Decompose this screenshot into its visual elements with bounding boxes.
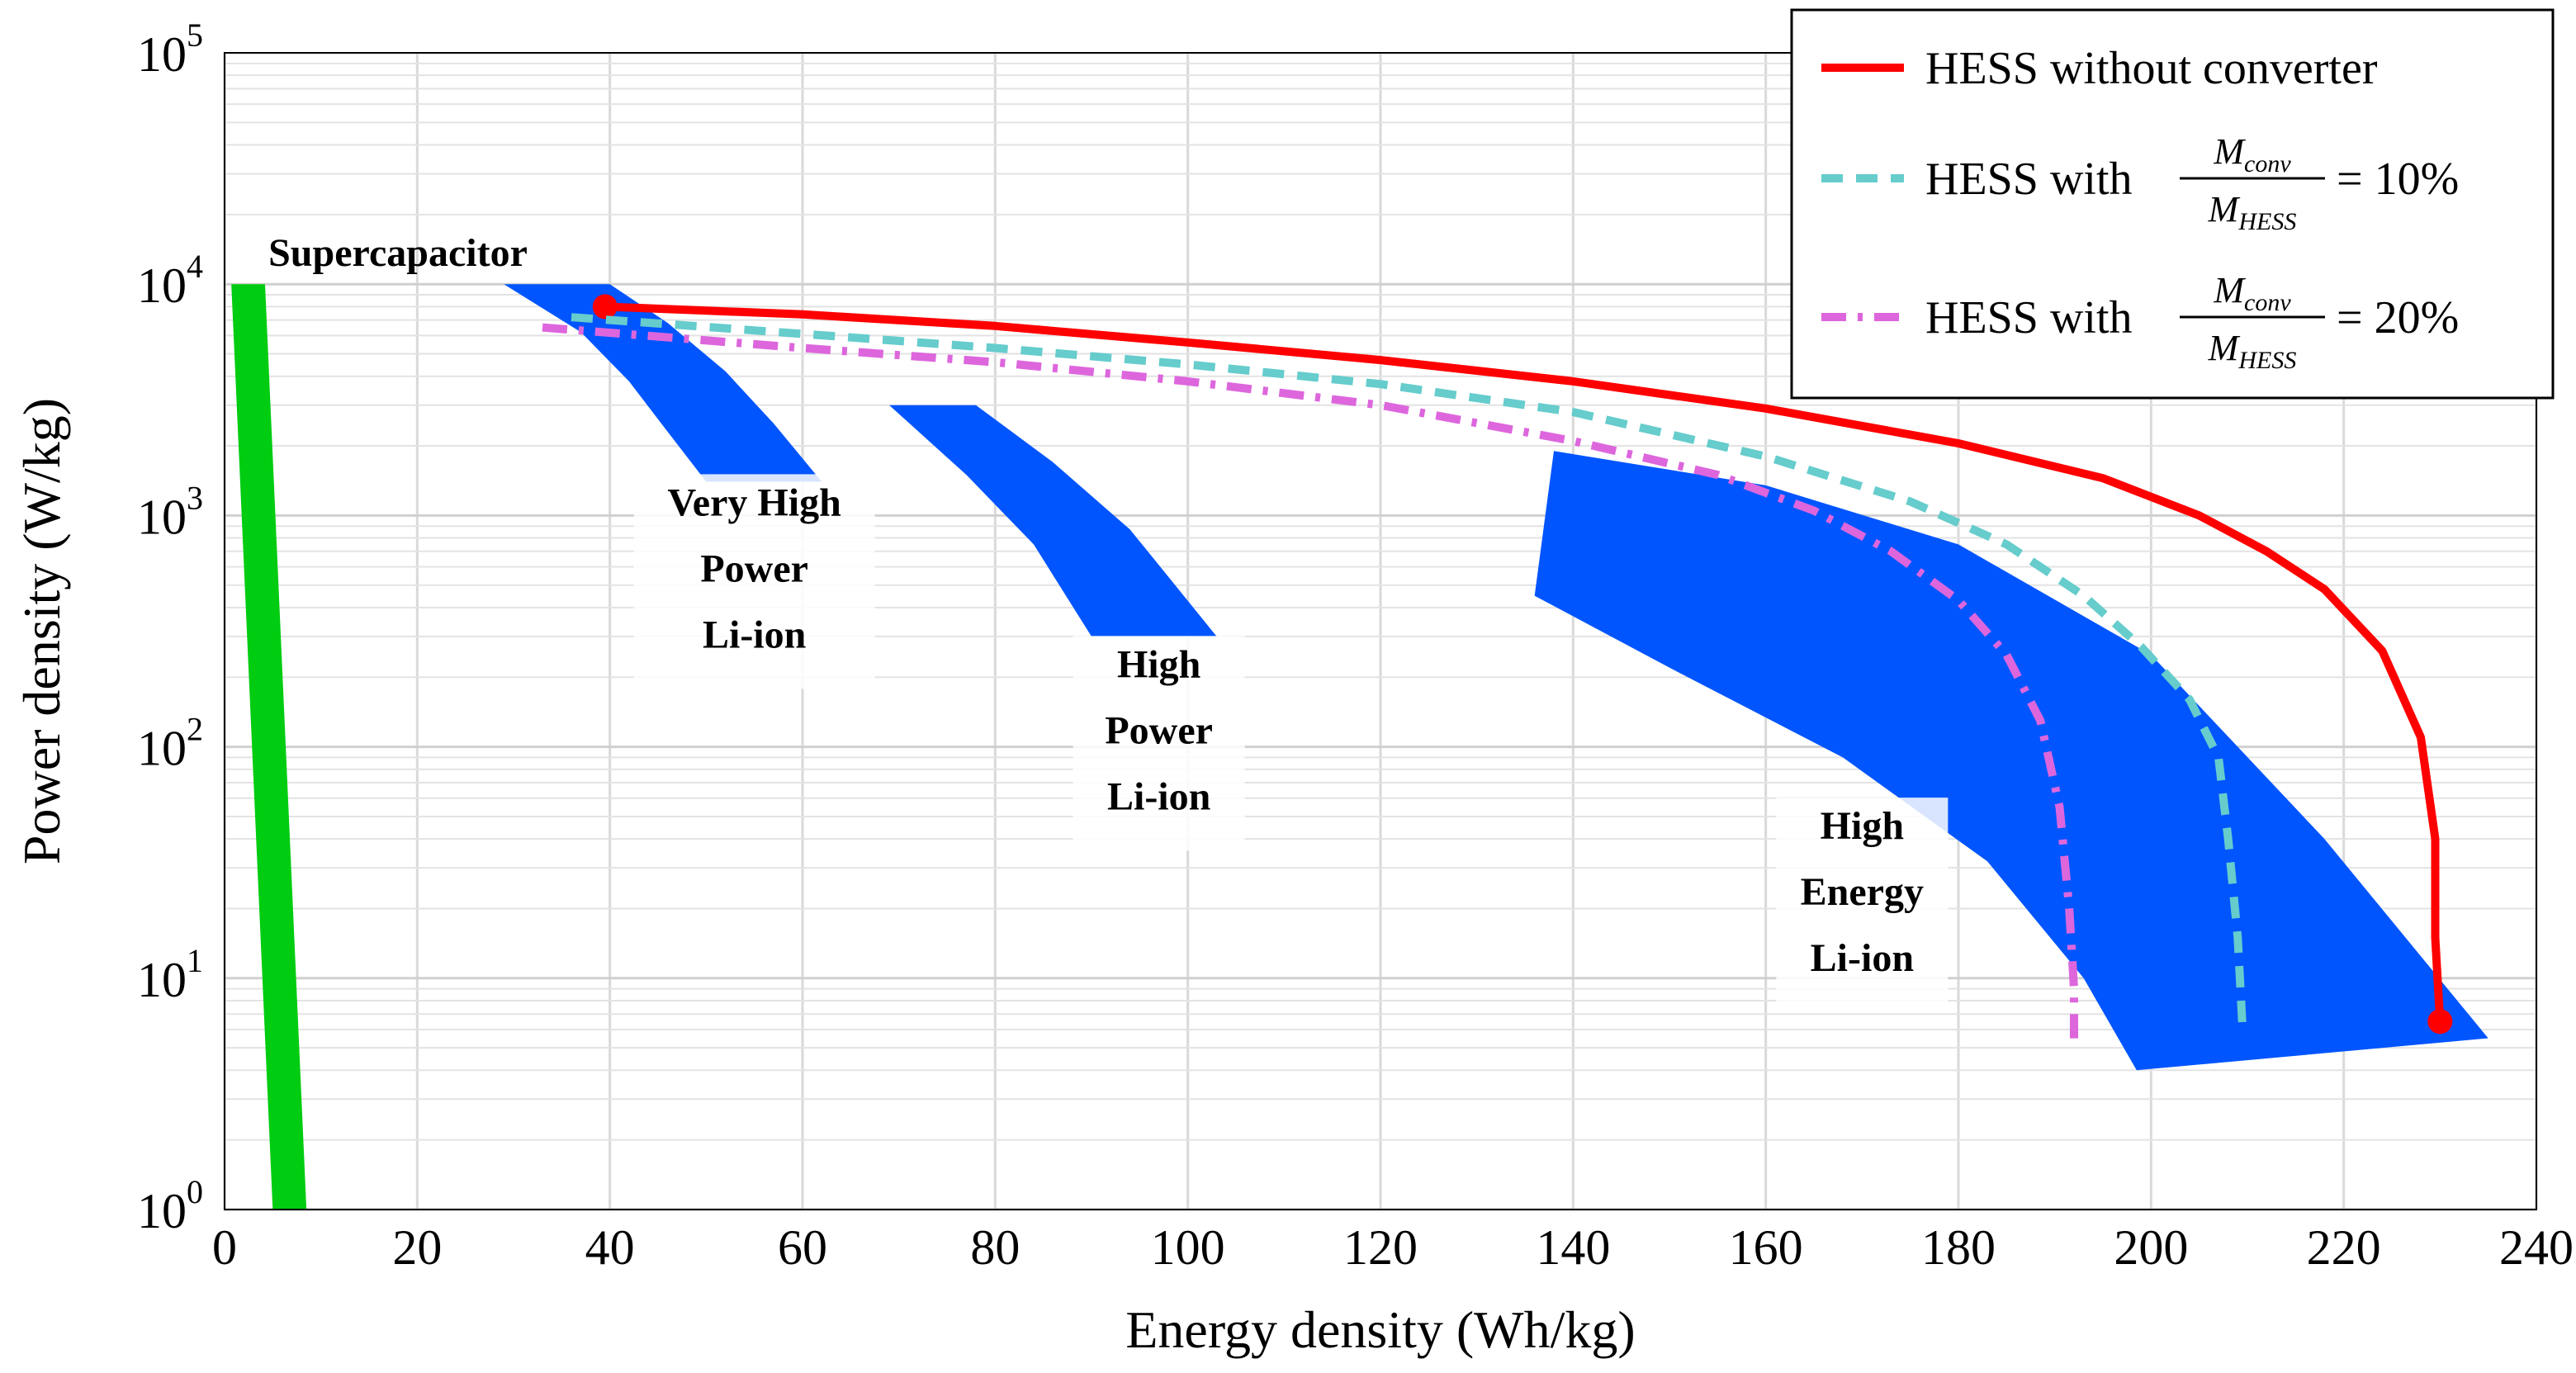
regions — [231, 284, 2488, 1210]
y-tick-label: 103 — [137, 479, 203, 544]
legend-label: HESS with — [1925, 292, 2133, 343]
axes: 0 20 40 60 80 100 120 140 160 180 200 220 240 100 101 1… — [12, 17, 2574, 1359]
annotation-label: Li-ion — [1811, 936, 1914, 980]
annotation-label: Li-ion — [703, 613, 806, 656]
x-tick-label: 220 — [2307, 1220, 2381, 1275]
y-tick-label: 102 — [137, 711, 203, 776]
plot-frame — [224, 52, 2537, 1210]
series-endpoint-marker — [592, 294, 618, 320]
y-tick-label: 101 — [137, 942, 203, 1007]
annotation-label: Li-ion — [1107, 774, 1210, 818]
legend-label: HESS with — [1925, 154, 2133, 205]
x-tick-label: 80 — [970, 1220, 1020, 1275]
annotation-label: High — [1821, 804, 1904, 848]
series-line-1 — [604, 302, 2445, 1022]
x-tick-label: 40 — [585, 1220, 635, 1275]
x-tick-label: 0 — [212, 1220, 237, 1275]
annotation-label: Power — [700, 547, 808, 590]
x-tick-label: 240 — [2499, 1220, 2574, 1275]
x-tick-label: 140 — [1536, 1220, 1610, 1275]
y-axis-title: Power density (W/kg) — [12, 398, 71, 864]
annotation-background — [1776, 798, 1949, 1013]
annotation-label: Energy — [1801, 870, 1924, 914]
legend-box — [1790, 8, 2555, 400]
region-high-energy-li-ion — [1534, 451, 2488, 1071]
legend-label: HESS without converter — [1925, 43, 2378, 94]
region-very-high-power-li-ion — [504, 284, 822, 482]
x-tick-label: 160 — [1729, 1220, 1803, 1275]
series-endpoint-marker — [2427, 1009, 2453, 1034]
x-tick-label: 100 — [1151, 1220, 1225, 1275]
legend-ratio-value: = 20% — [2337, 292, 2459, 343]
annotation-label: Supercapacitor — [268, 231, 528, 275]
x-axis-title: Energy density (Wh/kg) — [1125, 1300, 1635, 1359]
y-tick-label: 104 — [137, 248, 203, 313]
annotation-label: Very High — [668, 481, 841, 524]
series-line-3 — [542, 323, 2078, 1039]
x-tick-label: 120 — [1343, 1220, 1418, 1275]
annotation-label: Power — [1105, 708, 1213, 752]
y-tick-label: 105 — [137, 17, 203, 82]
annotations: Supercapacitor Very High Power Li-ion High Po… — [268, 231, 1949, 1013]
annotation-background — [633, 474, 875, 689]
legend-ratio-value: = 10% — [2337, 154, 2459, 205]
annotation-label: High — [1117, 642, 1200, 686]
x-tick-label: 20 — [392, 1220, 442, 1275]
annotation-background — [1073, 636, 1245, 851]
x-tick-label: 180 — [1921, 1220, 1996, 1275]
x-tick-label: 200 — [2114, 1220, 2188, 1275]
series-line-2 — [571, 313, 2247, 1030]
y-tick-label: 100 — [137, 1173, 203, 1238]
legend-fraction-numerator: Mconv — [2213, 270, 2291, 316]
region-high-power-li-ion — [889, 405, 1217, 637]
region-supercapacitor — [231, 284, 307, 1210]
series-lines — [542, 294, 2453, 1039]
x-tick-label: 60 — [778, 1220, 827, 1275]
